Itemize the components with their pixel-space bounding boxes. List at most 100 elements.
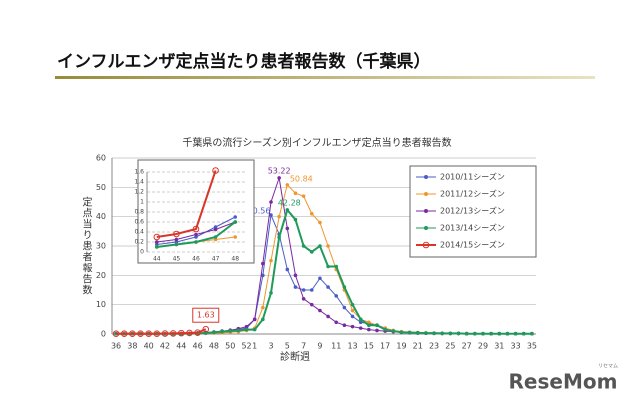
series-line-marker — [293, 273, 298, 278]
series-line-marker — [301, 297, 306, 301]
x-tick-label: 36 — [111, 342, 121, 351]
series-line-marker — [424, 331, 428, 335]
series-line-marker — [391, 329, 396, 333]
inset-line-marker — [233, 220, 237, 224]
series-line-marker — [334, 320, 339, 325]
series-line-marker — [145, 330, 152, 338]
x-tick-label: 7 — [301, 342, 306, 351]
series-line-marker — [277, 176, 281, 180]
x-tick-label: 13 — [347, 342, 357, 351]
series-line-marker — [301, 288, 306, 292]
legend-label: 2013/14シーズン — [440, 223, 505, 233]
legend-label: 2014/15シーズン — [440, 240, 505, 250]
value-label: 40.56 — [248, 207, 271, 216]
series-line-marker — [464, 331, 469, 336]
series-line-marker — [342, 285, 347, 289]
inset-line — [156, 170, 217, 238]
series-line — [116, 328, 207, 335]
y-tick-label: 60 — [96, 154, 106, 163]
series-line-marker — [252, 317, 257, 322]
series-line-marker — [326, 264, 330, 269]
inset-line-marker — [233, 235, 237, 239]
series-line-marker — [293, 285, 298, 289]
series-line-marker — [261, 273, 265, 278]
legend-label: 2012/13シーズン — [440, 206, 505, 216]
y-tick-label: 30 — [96, 242, 106, 251]
series-line-marker — [194, 329, 201, 336]
series-line-marker — [407, 330, 412, 335]
inset-line-marker — [173, 230, 180, 238]
series-line-marker — [318, 220, 322, 225]
value-label: 1.63 — [197, 311, 215, 320]
inset-line-marker — [174, 242, 179, 247]
series-line-marker — [153, 330, 161, 338]
series-line-marker — [448, 331, 453, 336]
series-line-marker — [350, 324, 355, 329]
series-line-marker — [383, 327, 387, 332]
x-tick-label: 9 — [317, 342, 322, 351]
legend-marker — [424, 192, 428, 196]
series-line-marker — [375, 328, 379, 333]
x-tick-label: 27 — [462, 342, 472, 351]
legend-label: 2011/12シーズン — [440, 189, 505, 199]
series-line-marker — [440, 331, 445, 336]
series-line-marker — [318, 276, 322, 281]
series-line-marker — [521, 331, 526, 336]
series-line-marker — [326, 314, 330, 319]
x-tick-label: 21 — [413, 342, 423, 351]
inset-y-tick-label: 0.6 — [134, 219, 144, 226]
series-line-marker — [513, 331, 518, 336]
series-line-marker — [456, 331, 461, 336]
inset-line-marker — [174, 237, 179, 242]
series-line-marker — [318, 308, 322, 313]
value-label: 50.84 — [290, 174, 313, 183]
series-line-marker — [334, 264, 339, 269]
series-line-marker — [505, 331, 510, 336]
inset-line-marker — [194, 232, 198, 237]
x-tick-label: 46 — [193, 342, 203, 351]
title-underline — [55, 76, 595, 79]
series-line-marker — [367, 327, 371, 332]
series-line-marker — [358, 317, 363, 322]
series-line-marker — [269, 258, 273, 263]
series-line-marker — [530, 331, 534, 336]
series-line-marker — [285, 226, 290, 231]
inset-line-marker — [155, 240, 159, 244]
inset-y-tick-label: 1.4 — [134, 179, 144, 186]
series-line-marker — [137, 330, 144, 338]
series-line-marker — [261, 305, 265, 310]
series-line-marker — [112, 330, 120, 338]
inset-x-tick-label: 47 — [212, 256, 220, 263]
series-line-marker — [309, 302, 314, 307]
x-tick-label: 23 — [429, 342, 439, 351]
inset-x-tick-label: 48 — [231, 256, 239, 263]
chart-title: 千葉県の流行シーズン別インフルエンザ定点当り患者報告数 — [182, 136, 451, 149]
series-line-marker — [367, 320, 371, 325]
series-line-marker — [497, 331, 502, 336]
x-tick-label: 3 — [268, 342, 273, 351]
x-tick-label: 33 — [511, 342, 521, 351]
x-tick-label: 1 — [252, 342, 257, 351]
series-line-marker — [473, 331, 477, 336]
series-line-marker — [244, 327, 249, 332]
series-line-marker — [301, 244, 306, 248]
x-tick-label: 19 — [396, 342, 406, 351]
x-tick-label: 44 — [176, 342, 186, 351]
series-line-marker — [228, 329, 233, 333]
value-label: 53.22 — [268, 166, 291, 175]
series-line-marker — [252, 327, 257, 332]
legend-marker — [424, 226, 428, 230]
inset-y-tick-label: 1 — [140, 199, 144, 206]
series-line-marker — [342, 323, 347, 328]
series-line-marker — [277, 214, 281, 219]
inset-y-tick-label: 0.8 — [134, 209, 144, 216]
series-line-marker — [350, 314, 355, 319]
series-line-marker — [334, 294, 339, 298]
inset-line-marker — [213, 227, 218, 232]
x-tick-label: 50 — [225, 342, 235, 351]
x-tick-label: 15 — [364, 342, 374, 351]
value-label: 42.28 — [278, 198, 301, 207]
series-line-marker — [326, 285, 330, 289]
x-tick-label: 29 — [478, 342, 488, 351]
x-axis-label: 診断週 — [280, 350, 310, 363]
